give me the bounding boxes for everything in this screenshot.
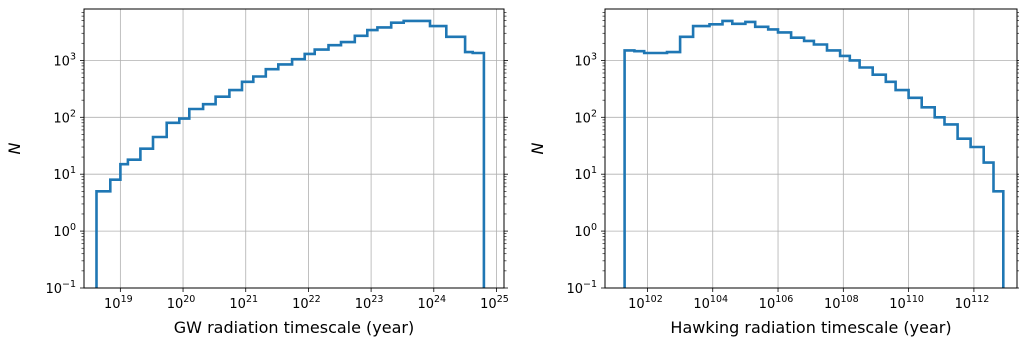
x-tick-label: 10112 — [955, 294, 990, 312]
x-tick-label: 10106 — [759, 294, 794, 312]
x-tick-label: 10104 — [693, 294, 728, 312]
y-tick-label: 103 — [53, 51, 76, 69]
histogram-series — [623, 19, 1005, 288]
x-tick-label: 10102 — [628, 294, 663, 312]
axes-frame — [604, 8, 1018, 289]
y-axis-label: N — [5, 142, 24, 154]
x-axis-label: GW radiation timescale (year) — [174, 318, 414, 337]
y-tick-label: 102 — [53, 108, 76, 126]
x-tick-label: 1025 — [480, 294, 509, 312]
y-tick-label: 102 — [574, 108, 597, 126]
y-axis-label: N — [528, 142, 547, 154]
x-tick-label: 1023 — [355, 294, 384, 312]
x-tick-label: 1021 — [229, 294, 258, 312]
x-tick-label: 10108 — [824, 294, 859, 312]
chart-panel-2: 10102 10104 10106 10108 10110 10112 10−1 100 101… — [528, 8, 1019, 337]
x-axis-label: Hawking radiation timescale (year) — [670, 318, 951, 337]
y-tick-label: 100 — [574, 222, 597, 240]
y-tick-label: 10−1 — [45, 279, 76, 297]
y-tick-label: 103 — [574, 51, 597, 69]
x-tick-label: 1020 — [167, 294, 196, 312]
histogram-series — [95, 19, 486, 288]
x-tick-label: 10110 — [889, 294, 924, 312]
x-tick-label: 1019 — [104, 294, 133, 312]
y-tick-label: 10−1 — [566, 279, 597, 297]
y-tick-label: 101 — [574, 165, 597, 183]
x-tick-label: 1024 — [417, 294, 446, 312]
y-tick-label: 101 — [53, 165, 76, 183]
axes-frame — [83, 8, 505, 289]
y-tick-label: 100 — [53, 222, 76, 240]
x-tick-label: 1022 — [292, 294, 321, 312]
chart-panel-1: 1019 1020 1021 1022 1023 1024 1025 10−1 100 101 10… — [5, 8, 509, 337]
